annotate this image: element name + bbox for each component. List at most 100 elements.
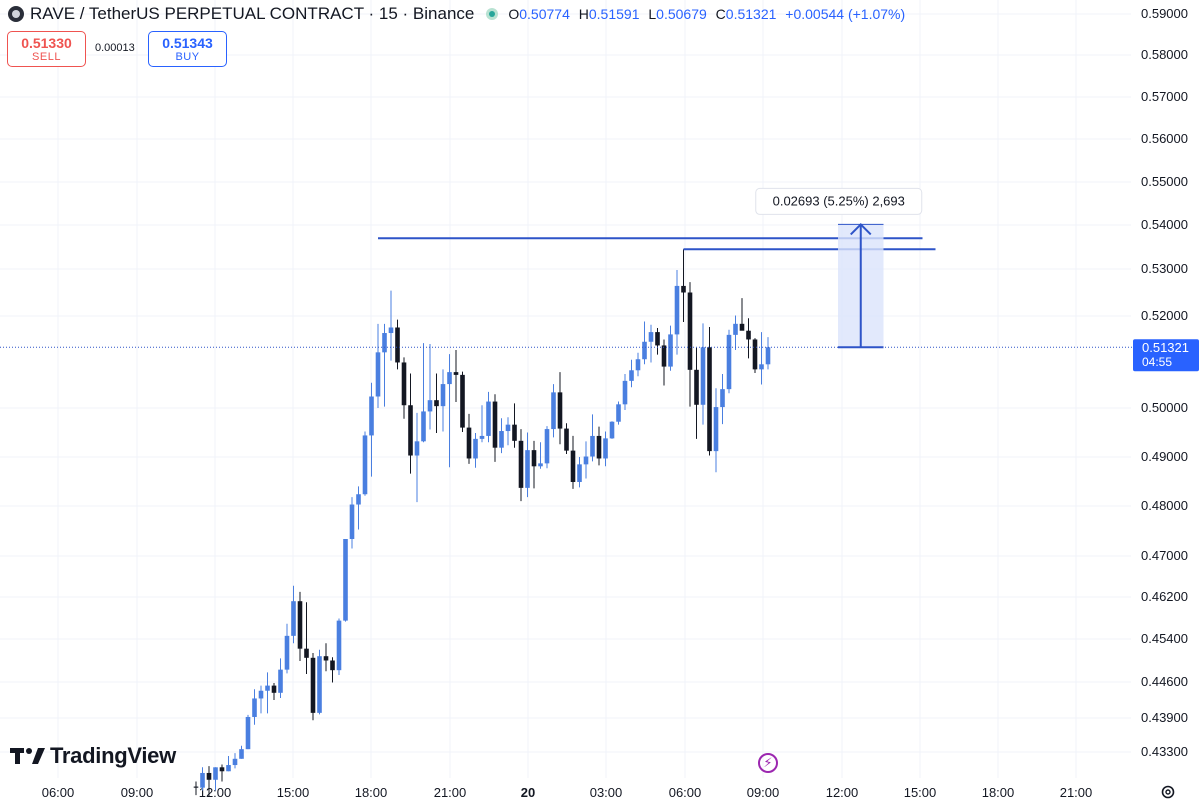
candle-body (765, 347, 771, 365)
candle-body (323, 656, 329, 661)
gear-icon[interactable] (1160, 784, 1176, 800)
candle (713, 388, 719, 473)
candle (538, 442, 543, 469)
ohlc-open-label: O (508, 6, 520, 22)
candle-body (395, 327, 400, 363)
time-axis: 06:00 09:00 12:00 15:00 18:00 21:00 20 03:00 06:… (42, 785, 1093, 800)
candle (655, 327, 660, 355)
candle (700, 323, 706, 425)
candle-body (681, 285, 686, 293)
candle-body (687, 292, 693, 370)
candle-body (531, 450, 537, 467)
price-tick-label: 0.49000 (1141, 449, 1188, 464)
candle-body (252, 698, 257, 717)
coin-logo-icon (8, 6, 24, 22)
candle (486, 391, 491, 443)
candle (746, 318, 751, 359)
time-tick-label: 09:00 (747, 785, 780, 800)
candle-body (564, 428, 569, 451)
candles (193, 249, 771, 797)
ohlc-change: +0.00544 (+1.07%) (785, 6, 906, 22)
candle-body (609, 421, 615, 439)
candle (310, 652, 316, 721)
candle-body (583, 456, 589, 465)
sell-price: 0.51330 (21, 34, 72, 51)
candle (245, 714, 251, 750)
candle-body (590, 435, 595, 457)
bar-countdown: 04:55 (1142, 355, 1172, 369)
candle (739, 298, 745, 331)
candle-body (206, 772, 212, 780)
candle (219, 764, 225, 782)
candle-body (434, 400, 439, 407)
candle-body (258, 690, 264, 699)
ohlc-low-value: 0.50679 (656, 6, 707, 22)
candle (707, 327, 712, 456)
candle (297, 591, 303, 662)
candle-body (356, 494, 361, 505)
candle-body (330, 660, 335, 671)
time-tick-label: 03:00 (590, 785, 623, 800)
candle-body (577, 464, 582, 482)
price-tick-label: 0.52000 (1141, 308, 1188, 323)
candle-body (239, 749, 244, 759)
symbol-title[interactable]: RAVE / TetherUS PERPETUAL CONTRACT · 15 … (30, 4, 475, 23)
candle (226, 755, 231, 772)
time-tick-label: 21:00 (434, 785, 467, 800)
price-tick-label: 0.46200 (1141, 589, 1188, 604)
ohlc-low-label: L (648, 6, 657, 22)
candle-body (720, 389, 725, 408)
candle (603, 431, 608, 467)
candle-body (733, 323, 738, 335)
live-dot-icon (486, 8, 499, 20)
candle-body (746, 330, 751, 340)
candle-body (369, 396, 374, 436)
buy-price: 0.51343 (162, 34, 213, 51)
candle (557, 372, 563, 445)
candle (752, 338, 758, 374)
candle (278, 658, 283, 698)
candle-body (466, 427, 472, 459)
candle (336, 618, 342, 676)
candle (362, 431, 368, 496)
sell-button[interactable]: 0.51330 SELL (7, 31, 86, 67)
candle (544, 426, 550, 469)
candle-body (512, 424, 517, 441)
candle-body (271, 685, 277, 693)
candle-body (362, 435, 368, 495)
candle-body (427, 400, 433, 412)
candle-body (596, 435, 602, 459)
time-tick-label: 12:00 (826, 785, 859, 800)
candle-body (707, 347, 712, 452)
candle (759, 332, 764, 385)
ohlc-high-value: 0.51591 (588, 6, 640, 22)
price-tick-label: 0.54000 (1141, 217, 1188, 232)
candle-body (518, 440, 524, 488)
candle (434, 373, 439, 433)
lightning-icon[interactable]: ⚡ (758, 753, 778, 773)
candle (609, 421, 615, 439)
candle (466, 413, 472, 464)
candle (395, 319, 400, 370)
price-tick-label: 0.43900 (1141, 710, 1188, 725)
grid-lines (0, 0, 1131, 778)
candle (564, 423, 569, 455)
tradingview-logo[interactable]: TradingView (10, 741, 176, 771)
candle (622, 373, 628, 410)
candle (726, 329, 732, 394)
price-tick-label: 0.57000 (1141, 89, 1188, 104)
candle (479, 405, 485, 443)
time-tick-label: 09:00 (121, 785, 154, 800)
time-tick-label: 21:00 (1060, 785, 1093, 800)
candle (239, 745, 244, 759)
candle-body (473, 438, 478, 459)
candle-body (193, 786, 199, 788)
candle-body (700, 347, 706, 405)
buy-button[interactable]: 0.51343 BUY (148, 31, 227, 67)
candle (284, 623, 290, 674)
chart-header: RAVE / TetherUS PERPETUAL CONTRACT · 15 … (8, 3, 905, 25)
candle (733, 315, 738, 351)
time-tick-label: 18:00 (355, 785, 388, 800)
candle-body (317, 656, 322, 713)
